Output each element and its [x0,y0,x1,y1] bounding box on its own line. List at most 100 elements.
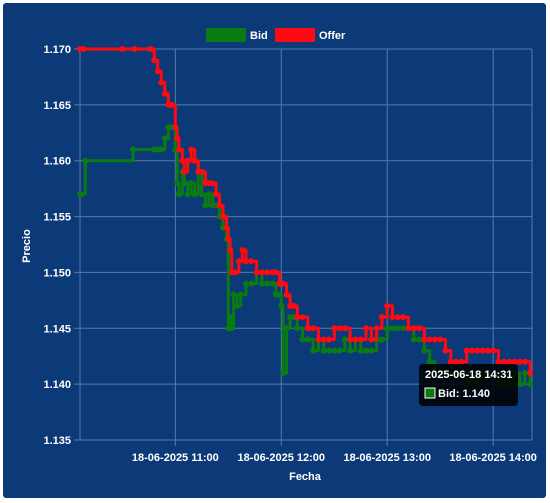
legend-item-offer[interactable]: Offer [275,28,346,42]
data-point-offer[interactable] [80,46,87,52]
data-point-bid[interactable] [331,347,338,354]
data-point-bid[interactable] [202,202,209,209]
data-point-bid[interactable] [158,146,165,153]
data-point-offer[interactable] [172,124,179,131]
data-point-bid[interactable] [363,347,369,354]
data-point-offer[interactable] [511,358,518,365]
data-point-offer[interactable] [378,314,385,321]
data-point-offer[interactable] [484,347,491,354]
data-point-bid[interactable] [326,347,332,354]
data-point-offer[interactable] [216,202,223,209]
data-point-bid[interactable] [280,370,286,376]
data-point-offer[interactable] [191,157,198,164]
data-point-offer[interactable] [175,146,182,153]
data-point-offer[interactable] [521,358,528,365]
data-point-bid[interactable] [184,191,191,198]
data-point-offer[interactable] [527,370,534,376]
data-point-bid[interactable] [341,336,348,343]
data-point-bid[interactable] [198,191,205,198]
data-point-offer[interactable] [400,314,407,321]
data-point-offer[interactable] [273,269,279,276]
data-point-bid[interactable] [243,280,249,287]
data-point-offer[interactable] [264,269,271,276]
data-point-offer[interactable] [336,325,343,332]
data-point-offer[interactable] [479,347,486,354]
data-point-bid[interactable] [174,180,181,187]
data-point-offer[interactable] [239,247,246,254]
data-point-offer[interactable] [131,46,138,52]
data-point-offer[interactable] [223,224,230,231]
data-point-bid[interactable] [368,347,375,354]
data-point-offer[interactable] [394,314,401,321]
data-point-bid[interactable] [191,191,198,198]
data-point-offer[interactable] [315,336,322,343]
data-point-offer[interactable] [463,347,470,354]
data-point-offer[interactable] [235,258,242,265]
data-point-bid[interactable] [234,302,241,309]
data-point-bid[interactable] [130,146,136,153]
data-point-bid[interactable] [426,358,433,365]
data-point-offer[interactable] [299,314,306,321]
data-point-offer[interactable] [490,347,497,354]
data-point-offer[interactable] [389,314,396,321]
data-point-offer[interactable] [431,336,438,343]
legend-item-bid[interactable]: Bid [206,28,268,42]
data-point-offer[interactable] [357,336,364,343]
data-point-offer[interactable] [179,157,186,164]
data-point-bid[interactable] [400,325,407,332]
data-point-bid[interactable] [394,325,401,332]
data-point-bid[interactable] [378,336,385,343]
data-point-bid[interactable] [248,280,255,287]
data-point-offer[interactable] [458,358,465,365]
data-point-offer[interactable] [294,314,301,321]
data-point-bid[interactable] [78,191,85,198]
data-point-bid[interactable] [82,157,89,164]
data-point-offer[interactable] [161,90,168,97]
data-point-offer[interactable] [168,101,175,108]
data-point-offer[interactable] [410,325,417,332]
data-point-bid[interactable] [384,325,391,332]
data-point-offer[interactable] [283,291,290,298]
data-point-offer[interactable] [147,46,154,52]
data-point-offer[interactable] [280,280,286,287]
data-point-offer[interactable] [384,302,391,309]
data-point-offer[interactable] [184,157,191,164]
data-point-bid[interactable] [278,302,285,309]
data-point-offer[interactable] [341,325,348,332]
data-point-bid[interactable] [227,314,234,321]
data-point-offer[interactable] [209,180,216,187]
data-point-bid[interactable] [516,381,523,388]
data-point-offer[interactable] [225,235,232,242]
data-point-bid[interactable] [304,336,311,343]
data-point-bid[interactable] [294,325,301,332]
data-point-bid[interactable] [161,135,168,142]
data-point-offer[interactable] [232,269,239,276]
data-point-offer[interactable] [119,46,126,52]
data-point-offer[interactable] [474,347,481,354]
data-point-bid[interactable] [269,280,276,287]
data-point-bid[interactable] [264,280,271,287]
data-point-bid[interactable] [258,280,265,287]
data-point-bid[interactable] [310,347,317,354]
data-point-offer[interactable] [363,325,369,332]
data-point-offer[interactable] [188,146,195,153]
data-point-offer[interactable] [290,302,297,309]
data-point-offer[interactable] [220,213,226,220]
data-point-offer[interactable] [326,336,332,343]
data-point-bid[interactable] [237,291,244,298]
data-point-bid[interactable] [175,191,182,198]
data-point-offer[interactable] [368,336,375,343]
data-point-bid[interactable] [527,381,534,388]
data-point-offer[interactable] [426,336,433,343]
data-point-bid[interactable] [320,347,327,354]
data-point-offer[interactable] [320,336,327,343]
data-point-offer[interactable] [447,358,454,365]
data-point-offer[interactable] [331,325,338,332]
data-point-offer[interactable] [352,336,359,343]
data-point-offer[interactable] [310,325,317,332]
data-point-offer[interactable] [416,325,422,332]
data-point-offer[interactable] [174,135,181,142]
data-point-bid[interactable] [410,336,417,343]
data-point-bid[interactable] [347,347,354,354]
data-point-bid[interactable] [521,370,528,376]
